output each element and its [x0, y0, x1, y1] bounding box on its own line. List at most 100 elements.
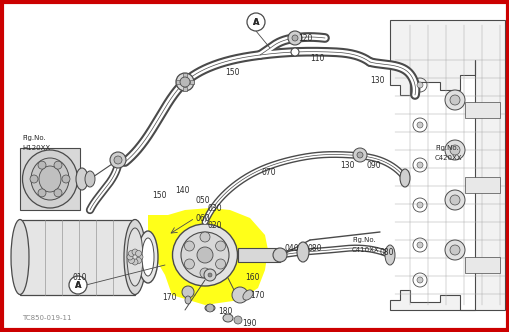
Circle shape [38, 161, 46, 169]
Circle shape [176, 73, 193, 91]
Text: 040: 040 [285, 243, 299, 253]
Circle shape [449, 145, 459, 155]
Text: 170: 170 [162, 293, 176, 302]
Circle shape [215, 259, 225, 269]
Circle shape [132, 259, 138, 265]
Circle shape [444, 90, 464, 110]
Bar [183, 73, 187, 77]
Text: 090: 090 [366, 160, 381, 170]
Text: 180: 180 [217, 307, 232, 316]
Text: 010: 010 [72, 274, 87, 283]
Circle shape [416, 82, 422, 88]
Ellipse shape [172, 224, 237, 286]
Ellipse shape [138, 231, 158, 283]
Circle shape [135, 250, 142, 256]
Polygon shape [148, 208, 267, 305]
Bar [176, 80, 180, 84]
Text: Fig.No.: Fig.No. [434, 145, 458, 151]
Circle shape [196, 247, 213, 263]
Circle shape [232, 287, 247, 303]
Text: Fig.No.: Fig.No. [351, 237, 375, 243]
Circle shape [137, 254, 143, 260]
Circle shape [114, 156, 122, 164]
Text: 150: 150 [224, 67, 239, 76]
Polygon shape [389, 20, 504, 310]
Text: C420XX: C420XX [434, 155, 462, 161]
Bar [238, 248, 279, 262]
Ellipse shape [39, 166, 61, 192]
Text: 170: 170 [249, 290, 264, 299]
Circle shape [234, 316, 242, 324]
Bar [20, 220, 135, 295]
Circle shape [288, 31, 301, 45]
Text: 060: 060 [194, 213, 209, 222]
Circle shape [38, 189, 46, 197]
Circle shape [184, 259, 194, 269]
Circle shape [54, 161, 62, 169]
Circle shape [206, 304, 214, 312]
Circle shape [135, 258, 142, 264]
Text: 150: 150 [152, 191, 166, 200]
Bar [190, 80, 193, 84]
Text: 130: 130 [369, 75, 384, 85]
Circle shape [128, 250, 134, 256]
Text: 160: 160 [244, 273, 259, 282]
Circle shape [444, 240, 464, 260]
Ellipse shape [142, 238, 154, 276]
Circle shape [416, 277, 422, 283]
Text: A: A [75, 281, 81, 290]
Circle shape [200, 268, 210, 278]
Text: 120: 120 [297, 34, 312, 42]
Bar [464, 102, 499, 118]
Text: 130: 130 [340, 160, 354, 170]
Circle shape [54, 189, 62, 197]
Text: C410XX: C410XX [351, 247, 379, 253]
Bar [183, 87, 187, 91]
Circle shape [449, 245, 459, 255]
Ellipse shape [242, 290, 252, 300]
Text: 070: 070 [262, 168, 276, 177]
Ellipse shape [11, 219, 29, 294]
Ellipse shape [85, 171, 95, 187]
Circle shape [30, 175, 38, 183]
Text: Fig.No.: Fig.No. [22, 135, 46, 141]
Text: A: A [75, 281, 81, 290]
Text: 020: 020 [208, 220, 222, 229]
Circle shape [110, 152, 126, 168]
Text: A: A [252, 18, 259, 27]
Bar [464, 177, 499, 193]
Circle shape [200, 232, 210, 242]
Ellipse shape [127, 228, 143, 286]
Circle shape [204, 269, 216, 281]
Circle shape [180, 77, 190, 87]
Circle shape [352, 148, 366, 162]
Circle shape [449, 95, 459, 105]
Ellipse shape [124, 219, 146, 294]
Circle shape [356, 152, 362, 158]
Ellipse shape [399, 169, 409, 187]
Ellipse shape [222, 314, 233, 322]
Ellipse shape [205, 304, 215, 311]
Circle shape [292, 35, 297, 41]
Circle shape [184, 241, 194, 251]
Ellipse shape [185, 296, 191, 304]
Circle shape [127, 254, 133, 260]
Ellipse shape [22, 150, 77, 208]
Circle shape [208, 273, 212, 277]
Circle shape [182, 286, 193, 298]
Circle shape [291, 48, 298, 56]
Text: 140: 140 [175, 186, 189, 195]
Text: H120XX: H120XX [22, 145, 50, 151]
Circle shape [246, 13, 265, 31]
Bar [464, 257, 499, 273]
Circle shape [416, 162, 422, 168]
Circle shape [62, 175, 70, 183]
Circle shape [449, 195, 459, 205]
Circle shape [444, 140, 464, 160]
Ellipse shape [272, 248, 287, 262]
Text: 050: 050 [194, 196, 209, 205]
Circle shape [416, 242, 422, 248]
Ellipse shape [31, 158, 69, 200]
Ellipse shape [384, 245, 394, 265]
Circle shape [444, 190, 464, 210]
